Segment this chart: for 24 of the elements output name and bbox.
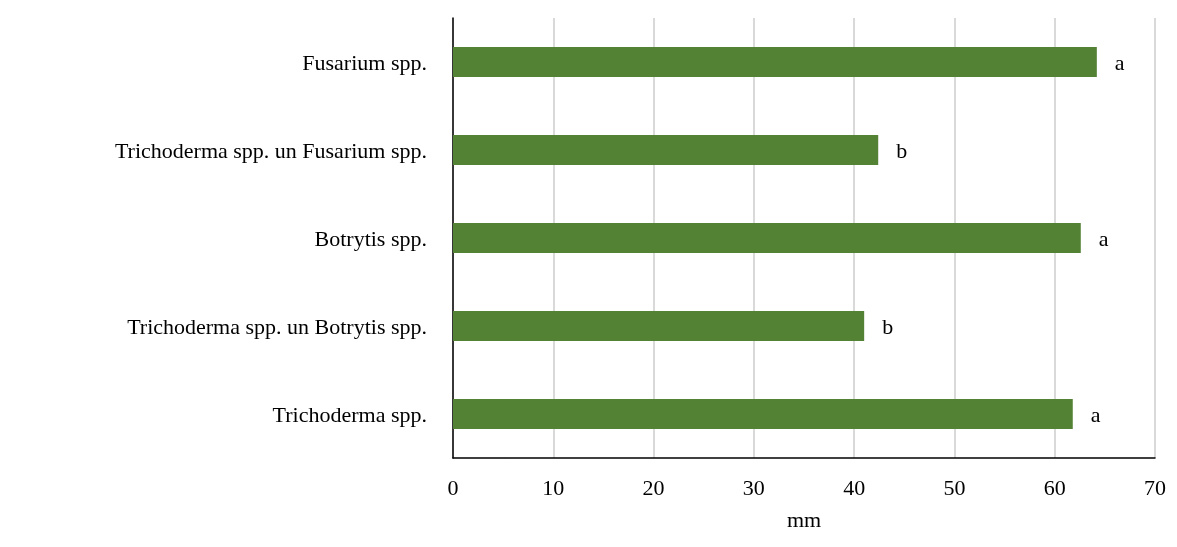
bar <box>453 399 1073 429</box>
y-tick-label: Botrytis spp. <box>314 225 427 251</box>
data-label: b <box>882 313 894 339</box>
bar <box>453 223 1081 253</box>
x-tick-label: 70 <box>1144 474 1166 500</box>
x-tick-label: 0 <box>447 474 459 500</box>
data-label: a <box>1114 49 1125 75</box>
y-tick-label: Trichoderma spp. <box>272 401 427 427</box>
bar <box>453 135 879 165</box>
x-tick-label: 60 <box>1043 474 1066 500</box>
x-tick-label: 10 <box>542 474 565 500</box>
bar <box>453 311 865 341</box>
y-tick-label: Fusarium spp. <box>302 49 427 75</box>
y-tick-label: Trichoderma spp. un Botrytis spp. <box>127 313 427 339</box>
data-label: a <box>1098 225 1109 251</box>
data-label: b <box>896 137 908 163</box>
x-axis-title: mm <box>786 506 822 532</box>
data-label: a <box>1090 401 1101 427</box>
x-tick-label: 40 <box>843 474 866 500</box>
y-tick-label: Trichoderma spp. un Fusarium spp. <box>114 137 427 163</box>
x-tick-label: 20 <box>642 474 665 500</box>
x-tick-label: 50 <box>943 474 966 500</box>
bar <box>453 47 1097 77</box>
x-tick-label: 30 <box>742 474 765 500</box>
